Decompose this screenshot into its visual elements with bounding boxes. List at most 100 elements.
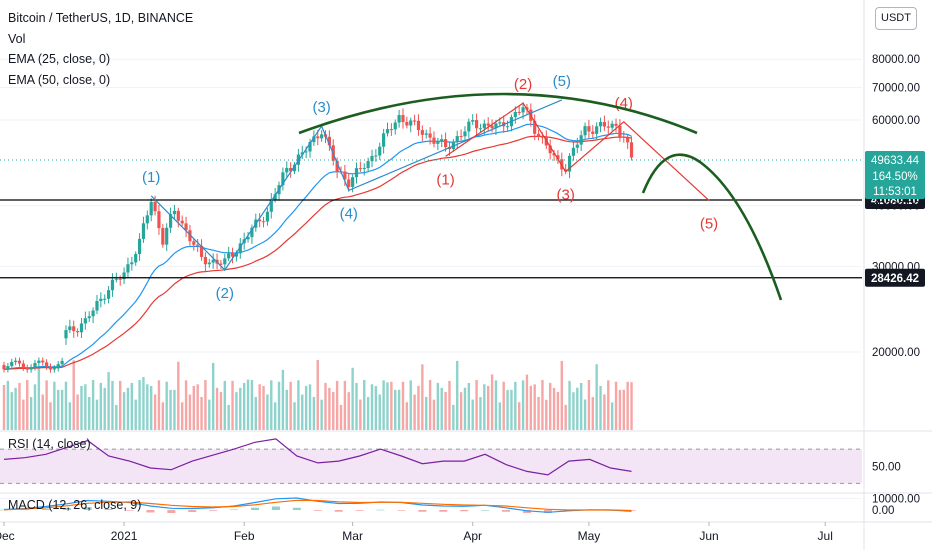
candle-body	[180, 220, 184, 224]
volume-bar	[254, 397, 257, 430]
volume-bar	[444, 392, 447, 430]
candle-body	[409, 120, 413, 126]
volume-bar	[22, 399, 25, 430]
indicator-ema50[interactable]: EMA (50, close, 0)	[8, 72, 111, 87]
volume-bar	[475, 380, 478, 430]
macd-hist-bar	[251, 507, 260, 510]
candle-body	[312, 136, 316, 143]
volume-bar	[308, 384, 312, 430]
candle-body	[203, 256, 208, 265]
volume-bar	[440, 387, 443, 430]
blue-wave-label: (4)	[340, 205, 358, 222]
time-tick-label: 2021	[111, 529, 138, 543]
candle-body	[207, 262, 211, 265]
volume-bar	[266, 394, 269, 430]
candle-body	[618, 125, 622, 137]
rsi-title[interactable]: RSI (14, close)	[8, 437, 91, 451]
candle-body	[498, 122, 502, 124]
candle-body	[153, 201, 157, 212]
macd-hist-bar	[125, 510, 134, 511]
price-tick-label: 70000.00	[872, 82, 920, 94]
macd-title[interactable]: MACD (12, 26, close, 9)	[8, 498, 142, 512]
macd-hist-bar	[83, 507, 92, 510]
indicator-vol[interactable]: Vol	[8, 31, 26, 46]
projection-arc	[641, 153, 783, 301]
candle-body	[622, 136, 626, 138]
indicator-ema25[interactable]: EMA (25, close, 0)	[8, 52, 111, 66]
volume-bar	[413, 394, 416, 430]
volume-bar	[525, 374, 529, 430]
macd-hist-bar	[292, 507, 301, 510]
blue-wave-label: (2)	[216, 285, 234, 302]
volume-bar	[122, 392, 126, 430]
volume-bar	[211, 362, 215, 430]
volume-bar	[576, 387, 579, 430]
volume-bar	[517, 402, 521, 430]
volume-bar	[316, 360, 319, 430]
last-price-change: 164.50%	[872, 171, 917, 183]
currency-unit-badge[interactable]: USDT	[875, 7, 917, 30]
volume-bar	[297, 380, 300, 430]
volume-bar	[60, 389, 64, 430]
time-tick-label: Jun	[699, 529, 718, 543]
candle-body	[149, 201, 153, 216]
volume-bar	[448, 380, 451, 430]
volume-bar	[138, 380, 141, 430]
volume-bar	[289, 381, 292, 430]
red-wave: (1)(2)(3)(4)(5)	[436, 76, 718, 232]
candle-body	[168, 214, 173, 228]
volume-bar	[277, 381, 281, 430]
ema25-line	[3, 123, 632, 370]
volume-bar	[200, 396, 203, 430]
volume-bar	[614, 381, 618, 430]
candle-body	[471, 120, 475, 122]
volume-bar	[595, 364, 598, 430]
candle-body	[533, 120, 537, 134]
volume-bar	[239, 387, 242, 430]
volume-bar	[64, 381, 68, 430]
volume-bar	[483, 384, 486, 430]
volume-bar	[165, 381, 168, 430]
candle-body	[300, 152, 304, 155]
volume-bar	[421, 364, 424, 430]
macd-hist-bar	[271, 506, 280, 510]
volume-bar	[142, 377, 145, 430]
volume-bar	[390, 381, 393, 430]
volume-bar	[246, 379, 250, 430]
volume-bar	[119, 380, 122, 430]
candle-body	[137, 238, 142, 255]
volume-bar	[487, 386, 490, 430]
macd-hist-bar	[439, 510, 448, 512]
volume-bar	[146, 384, 149, 430]
volume-bar	[541, 380, 544, 430]
volume-bar	[572, 392, 575, 430]
volume-bar	[339, 404, 343, 430]
candle-body	[354, 168, 359, 178]
blue-wave-label: (5)	[553, 73, 571, 90]
candle-body	[238, 243, 242, 254]
volume-bar	[459, 392, 463, 430]
red-wave-label: (2)	[514, 76, 532, 93]
candle-body	[443, 139, 448, 148]
candle-body	[602, 122, 607, 127]
volume-bar	[180, 402, 184, 430]
candle-body	[432, 137, 436, 144]
red-wave-label: (5)	[700, 215, 718, 232]
macd-histogram	[0, 506, 636, 513]
candle-body	[474, 120, 479, 129]
volume-bar	[378, 394, 381, 430]
candle-body	[114, 278, 118, 280]
volume-bar	[91, 380, 95, 430]
price-tick-label: 40000.00	[872, 201, 920, 213]
volume-bar	[242, 382, 246, 430]
volume-bar	[533, 384, 536, 430]
volume-bar	[428, 380, 432, 430]
volume-bar	[80, 385, 83, 430]
candle-body	[141, 223, 146, 239]
candle-body	[10, 361, 14, 367]
volume-bar	[363, 380, 366, 430]
symbol-title[interactable]: Bitcoin / TetherUS, 1D, BINANCE	[8, 11, 194, 25]
candle-body	[397, 115, 401, 123]
